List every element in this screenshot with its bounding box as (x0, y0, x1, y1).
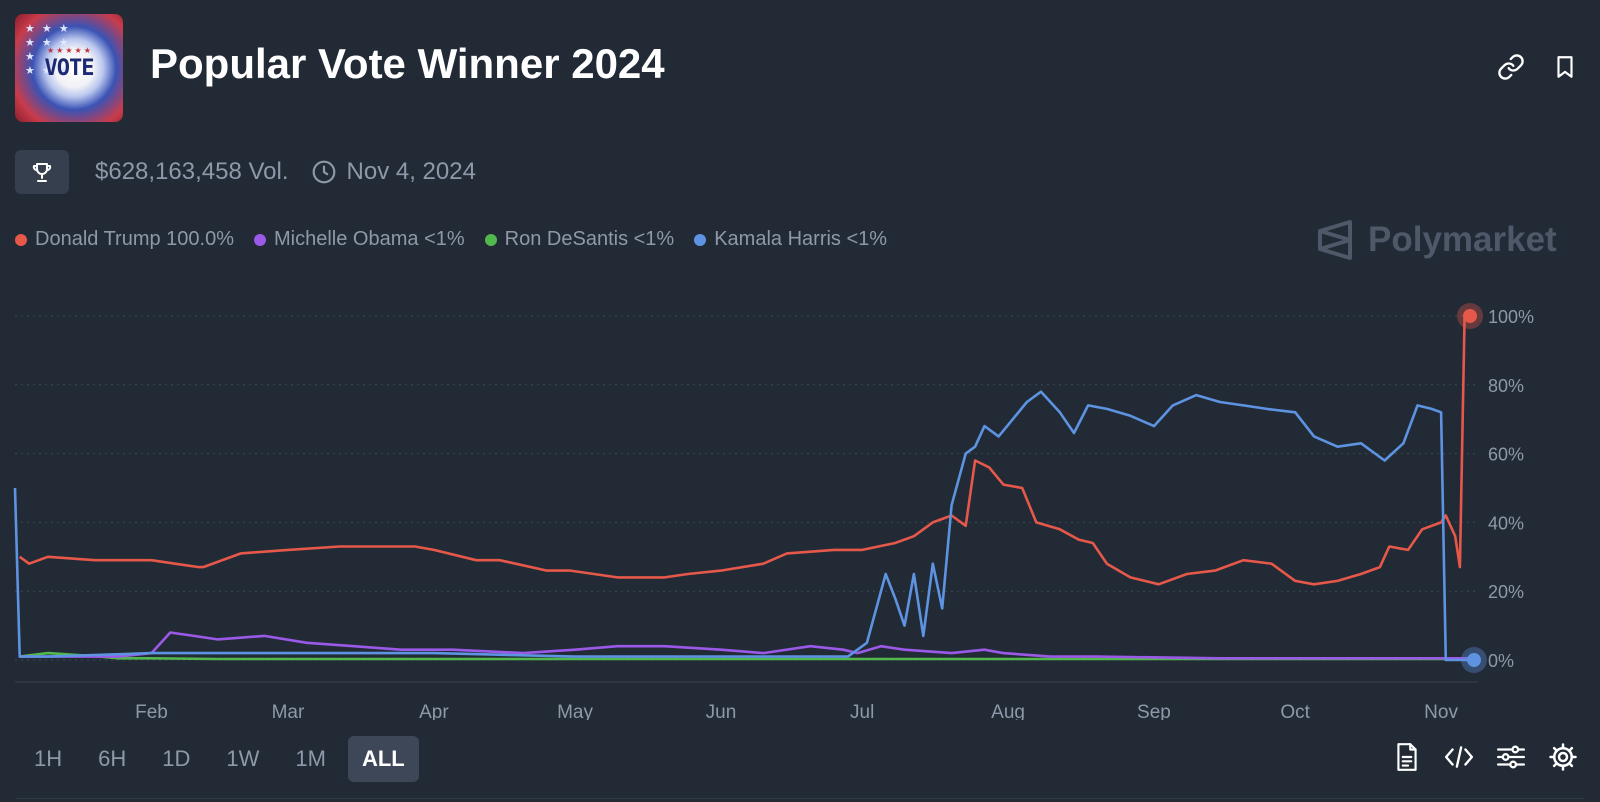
series-end-marker (1467, 653, 1481, 667)
range-button-1d[interactable]: 1D (162, 746, 191, 771)
clock-icon (311, 159, 337, 185)
legend-dot (15, 233, 27, 246)
legend-label: Kamala Harris <1% (714, 228, 888, 250)
gear-icon[interactable] (1548, 742, 1578, 772)
y-tick-label: 40% (1488, 513, 1524, 533)
market-meta: $628,163,458 Vol. Nov 4, 2024 (15, 150, 476, 194)
x-tick-label: Jun (706, 702, 737, 720)
legend-label: Ron DeSantis <1% (504, 228, 675, 250)
end-date: Nov 4, 2024 (346, 158, 476, 185)
legend-dot (484, 233, 497, 246)
y-tick-label: 0% (1488, 651, 1514, 671)
y-tick-label: 100% (1488, 307, 1534, 327)
volume-text: $628,163,458 Vol. (95, 158, 289, 185)
legend-dot (254, 233, 267, 246)
y-tick-label: 60% (1488, 445, 1524, 465)
range-button-1m[interactable]: 1M (295, 746, 326, 771)
link-icon[interactable] (1496, 52, 1526, 82)
time-range-selector: 1H 6H 1D 1W 1M ALL (20, 736, 419, 782)
series-end-marker (1463, 309, 1477, 323)
code-icon[interactable] (1444, 742, 1474, 772)
page-title: Popular Vote Winner 2024 (150, 40, 665, 87)
legend-label: Donald Trump 100.0% (35, 228, 235, 250)
price-chart: 100% 80% 60% 40% 20% 0% Feb Mar Apr May Jun Jul Aug S… (13, 303, 1534, 720)
bookmark-icon[interactable] (1550, 52, 1580, 82)
watermark-text: Polymarket (1368, 220, 1557, 259)
x-tick-label: Oct (1280, 702, 1310, 720)
legend-dot (694, 233, 707, 246)
x-tick-label: Apr (419, 702, 449, 720)
legend-item[interactable]: Ron DeSantis <1% (484, 228, 675, 251)
series-line-donald-trump (18, 314, 1474, 586)
x-tick-label: Mar (272, 702, 305, 720)
polymarket-watermark: Polymarket (1316, 218, 1557, 262)
series-line-michelle-obama (19, 631, 1474, 660)
series-line-kamala-harris (13, 390, 1474, 662)
sliders-icon[interactable] (1496, 742, 1526, 772)
logo-text: VOTE (44, 56, 95, 81)
x-tick-label: Sep (1137, 702, 1171, 720)
range-button-1w[interactable]: 1W (226, 746, 260, 771)
x-tick-label: Jul (850, 702, 874, 720)
range-button-1h[interactable]: 1H (34, 746, 63, 771)
legend-item[interactable]: Michelle Obama <1% (254, 228, 465, 251)
legend-item[interactable]: Donald Trump 100.0% (15, 228, 234, 251)
legend-label: Michelle Obama <1% (274, 228, 465, 250)
polymarket-logo-icon (1318, 220, 1352, 260)
header: ★ ★ ★ ★ ★ ★ ★ ★ ★ ★ ★★★★★ VOTE Popular Vot… (15, 14, 1580, 124)
chart-legend: Donald Trump 100.0% Michelle Obama <1% Ron… (15, 228, 887, 251)
range-button-all[interactable]: ALL (347, 736, 419, 782)
range-button-6h[interactable]: 6H (98, 746, 127, 771)
bottom-divider (15, 798, 1585, 799)
x-tick-label: Feb (135, 702, 168, 720)
document-icon[interactable] (1392, 742, 1422, 772)
logo-stars: ★ ★ ★ ★ ★ ★ ★ ★ ★ ★ (25, 23, 71, 77)
trophy-icon[interactable] (15, 150, 69, 194)
chart-tools (1392, 742, 1578, 772)
logo-dots: ★★★★★ (47, 46, 93, 55)
header-actions (1496, 52, 1580, 82)
x-tick-label: Nov (1424, 702, 1458, 720)
y-tick-label: 20% (1488, 582, 1524, 602)
x-tick-label: Aug (991, 702, 1025, 720)
x-tick-label: May (557, 702, 593, 720)
y-tick-label: 80% (1488, 376, 1524, 396)
market-logo: ★ ★ ★ ★ ★ ★ ★ ★ ★ ★ ★★★★★ VOTE (15, 14, 123, 122)
legend-item[interactable]: Kamala Harris <1% (694, 228, 887, 251)
